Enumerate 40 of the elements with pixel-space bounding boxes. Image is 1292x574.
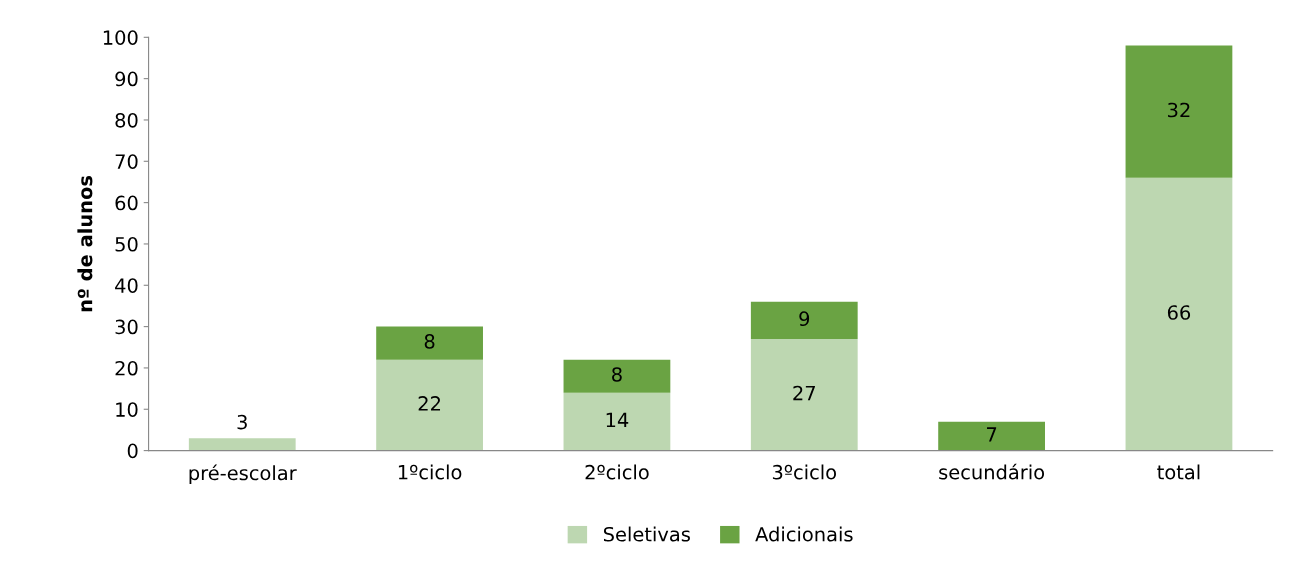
bar (1125, 177, 1233, 451)
bar (563, 392, 671, 451)
data-label: 3 (237, 414, 247, 430)
legend-label: Adicionais (755, 526, 853, 542)
y-tick-label: 60 (115, 195, 138, 211)
data-label: 8 (424, 334, 435, 349)
data-label: 32 (1168, 102, 1190, 118)
y-tick-label: 20 (115, 360, 138, 376)
x-tick-label: total (1157, 464, 1200, 480)
data-label: 66 (1167, 305, 1191, 320)
y-axis-title: nº de alunos (77, 175, 93, 312)
data-label: 27 (793, 385, 815, 401)
bar (563, 359, 671, 393)
data-label: 7 (987, 427, 997, 442)
y-tick-label: 90 (115, 71, 138, 87)
data-label: 9 (799, 311, 810, 327)
bar (376, 326, 483, 360)
y-tick-label: 30 (115, 319, 138, 335)
y-tick-label: 0 (127, 443, 138, 459)
bar (938, 421, 1045, 451)
data-label: 8 (612, 367, 622, 382)
bar (750, 339, 858, 451)
y-tick-label: 10 (116, 402, 138, 417)
bar (1125, 45, 1233, 178)
y-tick-label: 70 (115, 154, 138, 169)
data-label: 14 (606, 412, 629, 428)
data-label: 22 (418, 396, 441, 411)
x-tick-label: pré-escolar (189, 464, 297, 485)
x-tick-label: 2ºciclo (585, 464, 649, 480)
bar (750, 301, 858, 339)
y-tick-label: 100 (103, 30, 138, 45)
y-tick-label: 50 (115, 236, 138, 252)
y-tick-label: 40 (115, 278, 138, 293)
x-tick-label: 1ºciclo (398, 464, 462, 480)
legend-label: Seletivas (603, 526, 690, 542)
bar (376, 359, 483, 451)
bar (188, 438, 296, 451)
x-tick-label: secundário (939, 463, 1045, 480)
x-tick-label: 3ºciclo (772, 464, 837, 480)
y-tick-label: 80 (115, 112, 138, 128)
